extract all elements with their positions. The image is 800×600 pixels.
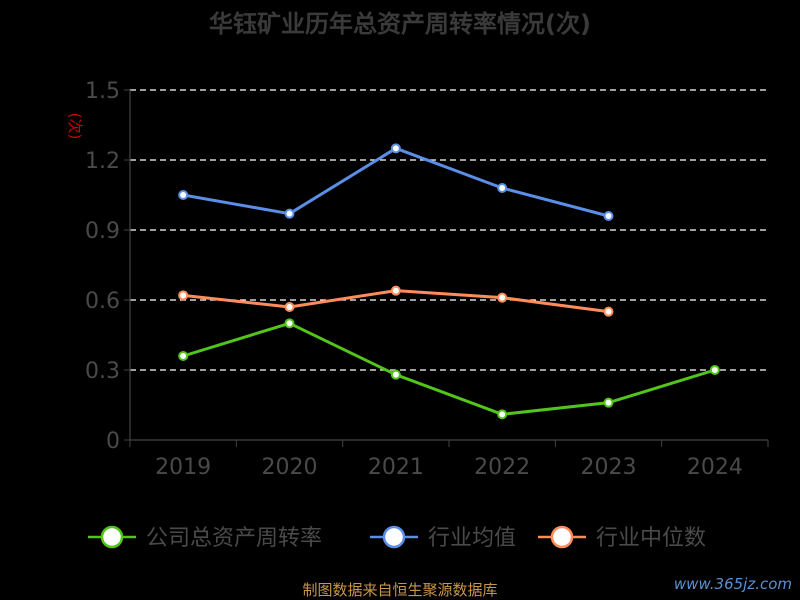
y-tick-label: 1.2 (85, 149, 120, 174)
data-point[interactable] (709, 365, 720, 375)
legend-marker (382, 525, 406, 549)
data-point[interactable] (603, 211, 614, 221)
x-tick-label: 2019 (155, 455, 211, 480)
y-tick-label: 0 (106, 429, 120, 454)
x-tick-label: 2022 (474, 455, 530, 480)
y-axis-unit: (次) (66, 113, 84, 140)
y-tick-label: 0.3 (85, 359, 120, 384)
data-point[interactable] (603, 306, 614, 317)
data-point[interactable] (178, 190, 189, 200)
data-point[interactable] (497, 409, 508, 420)
data-point[interactable] (390, 369, 401, 380)
data-point[interactable] (178, 290, 189, 301)
x-tick-label: 2024 (687, 455, 743, 480)
chart-title: 华钰矿业历年总资产周转率情况(次) (209, 10, 591, 38)
legend-label[interactable]: 行业中位数 (596, 526, 706, 551)
legend-marker (550, 525, 574, 549)
y-tick-label: 0.9 (85, 219, 120, 244)
data-point[interactable] (178, 351, 189, 361)
y-tick-label: 1.5 (85, 79, 120, 104)
data-point[interactable] (390, 285, 401, 296)
series-group (178, 143, 720, 420)
x-tick-label: 2020 (262, 455, 318, 480)
legend-label[interactable]: 行业均值 (428, 526, 516, 551)
legend[interactable]: 公司总资产周转率 行业均值 行业中位数 (88, 525, 706, 551)
source-note: 制图数据来自恒生聚源数据库 (302, 581, 497, 599)
x-tick-label: 2023 (581, 455, 637, 480)
data-point[interactable] (603, 397, 614, 408)
watermark: www.365jz.com (674, 575, 792, 593)
data-point[interactable] (497, 292, 508, 303)
data-point[interactable] (497, 183, 508, 193)
data-point[interactable] (284, 318, 295, 329)
data-point[interactable] (390, 143, 401, 154)
series-line-1 (182, 146, 609, 218)
data-point[interactable] (284, 302, 295, 312)
x-tick-label: 2021 (368, 455, 424, 480)
y-tick-label: 0.6 (85, 289, 120, 314)
series-line-0 (182, 321, 716, 416)
legend-label[interactable]: 公司总资产周转率 (146, 526, 322, 551)
legend-marker (100, 525, 124, 549)
data-point[interactable] (284, 208, 295, 219)
grid-lines (130, 89, 768, 371)
axes: 0 0.3 0.6 0.9 1.2 1.5 2019 2020 2021 2022 2023 2024 (85, 79, 769, 480)
